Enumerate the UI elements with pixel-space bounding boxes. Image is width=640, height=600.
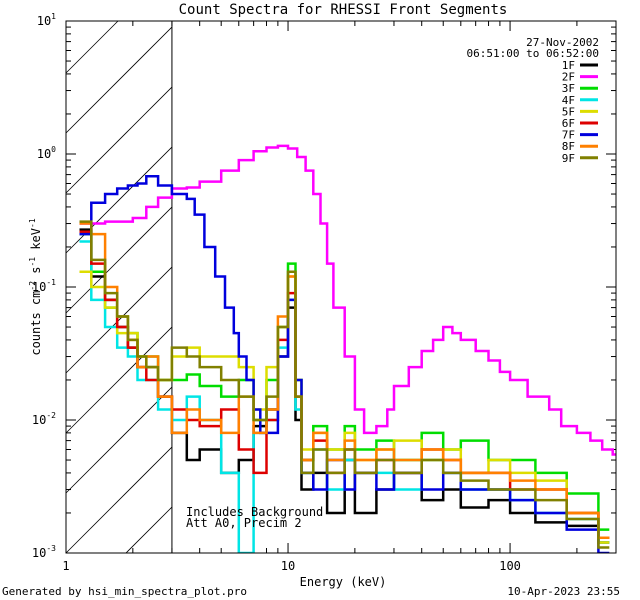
y-label-exp: -2	[28, 281, 37, 291]
plot-date: 27-Nov-2002	[526, 36, 599, 49]
legend-label: 5F	[562, 105, 575, 118]
hatch-line	[65, 26, 173, 134]
y-tick-label: 10-2	[32, 411, 56, 427]
footer-timestamp: 10-Apr-2023 23:55	[507, 585, 620, 598]
hatch-line	[65, 206, 173, 314]
y-tick-base: 10	[32, 280, 46, 294]
hatch-line	[65, 266, 173, 374]
legend-label: 9F	[562, 152, 575, 165]
annotation-background: Includes Background	[186, 505, 323, 519]
legend-label: 3F	[562, 82, 575, 95]
y-tick-base: 10	[32, 413, 46, 427]
x-tick-label: 10	[281, 559, 295, 573]
y-label-exp: -1	[28, 218, 37, 228]
series-9f	[79, 220, 610, 549]
y-axis-label: counts cm-2 s-1 keV-1	[28, 218, 43, 355]
x-tick-label: 1	[62, 559, 69, 573]
hatch-line	[65, 326, 173, 434]
hatch-line	[125, 506, 173, 554]
y-label-part: s	[29, 267, 43, 281]
y-tick-base: 10	[37, 147, 51, 161]
axis-ticks	[65, 20, 617, 554]
annotation-attenuator: Att A0, Precim 2	[186, 516, 302, 530]
y-tick-base: 10	[37, 14, 51, 28]
chart-title: Count Spectra for RHESSI Front Segments	[179, 2, 508, 18]
hatch-line	[65, 446, 173, 554]
x-tick-label: 100	[499, 559, 521, 573]
y-tick-label: 10-1	[32, 278, 56, 294]
legend-label: 6F	[562, 117, 575, 130]
y-tick-label: 100	[37, 145, 56, 161]
y-tick-exponent: -3	[46, 544, 56, 553]
x-axis-label: Energy (keV)	[300, 575, 387, 589]
hatch-line	[65, 386, 173, 494]
y-tick-base: 10	[32, 546, 46, 560]
legend-label: 2F	[562, 71, 575, 84]
y-tick-exponent: -1	[46, 278, 56, 287]
legend-label: 1F	[562, 59, 575, 72]
plot-time-range: 06:51:00 to 06:52:00	[467, 47, 599, 60]
y-tick-label: 101	[37, 12, 56, 28]
y-label-exp: -1	[28, 257, 37, 267]
y-label-part: keV	[29, 228, 43, 257]
hatch-line	[65, 86, 173, 194]
plot-frame	[65, 20, 617, 554]
hatch-line	[65, 20, 119, 74]
legend-label: 4F	[562, 94, 575, 107]
series-2f	[79, 144, 616, 456]
x-tick-labels: 1 10 100	[62, 559, 521, 573]
y-label-part: counts cm	[29, 291, 43, 356]
legend-label: 8F	[562, 140, 575, 153]
series-lines	[79, 144, 616, 553]
legend-label: 7F	[562, 129, 575, 142]
y-tick-exponent: 0	[51, 145, 56, 154]
y-tick-label: 10-3	[32, 544, 56, 560]
footer-generated-by: Generated by hsi_min_spectra_plot.pro	[2, 585, 247, 598]
y-tick-exponent: -2	[46, 411, 56, 420]
y-tick-exponent: 1	[51, 12, 56, 21]
